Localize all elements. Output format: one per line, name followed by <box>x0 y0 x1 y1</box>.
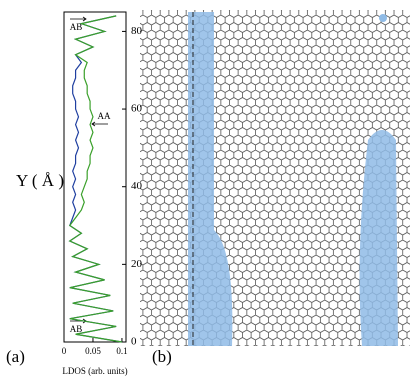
y-tick-label: 60 <box>131 103 143 115</box>
plot-frame <box>63 11 127 343</box>
x-axis-label: LDOS (arb. units) <box>62 366 127 376</box>
ldos-line <box>68 15 123 343</box>
y-tick-label: 20 <box>131 258 143 270</box>
x-tick-label: 0.1 <box>116 346 127 356</box>
lattice-image <box>140 10 410 346</box>
annotation: AB <box>70 22 83 32</box>
arrows <box>70 16 108 324</box>
y-tick-label: 0 <box>131 336 137 348</box>
annotation: AA <box>98 111 111 121</box>
y-tick-label: 40 <box>131 180 143 192</box>
y-tick-label: 80 <box>131 25 143 37</box>
panel-label: (a) <box>6 347 25 366</box>
annotation: AB <box>70 324 83 334</box>
x-tick-label: 0.05 <box>85 346 101 356</box>
x-tick-label: 0 <box>62 346 67 356</box>
y-axis-label: Y ( Å ) <box>16 171 64 190</box>
panel-label: (b) <box>152 347 172 366</box>
